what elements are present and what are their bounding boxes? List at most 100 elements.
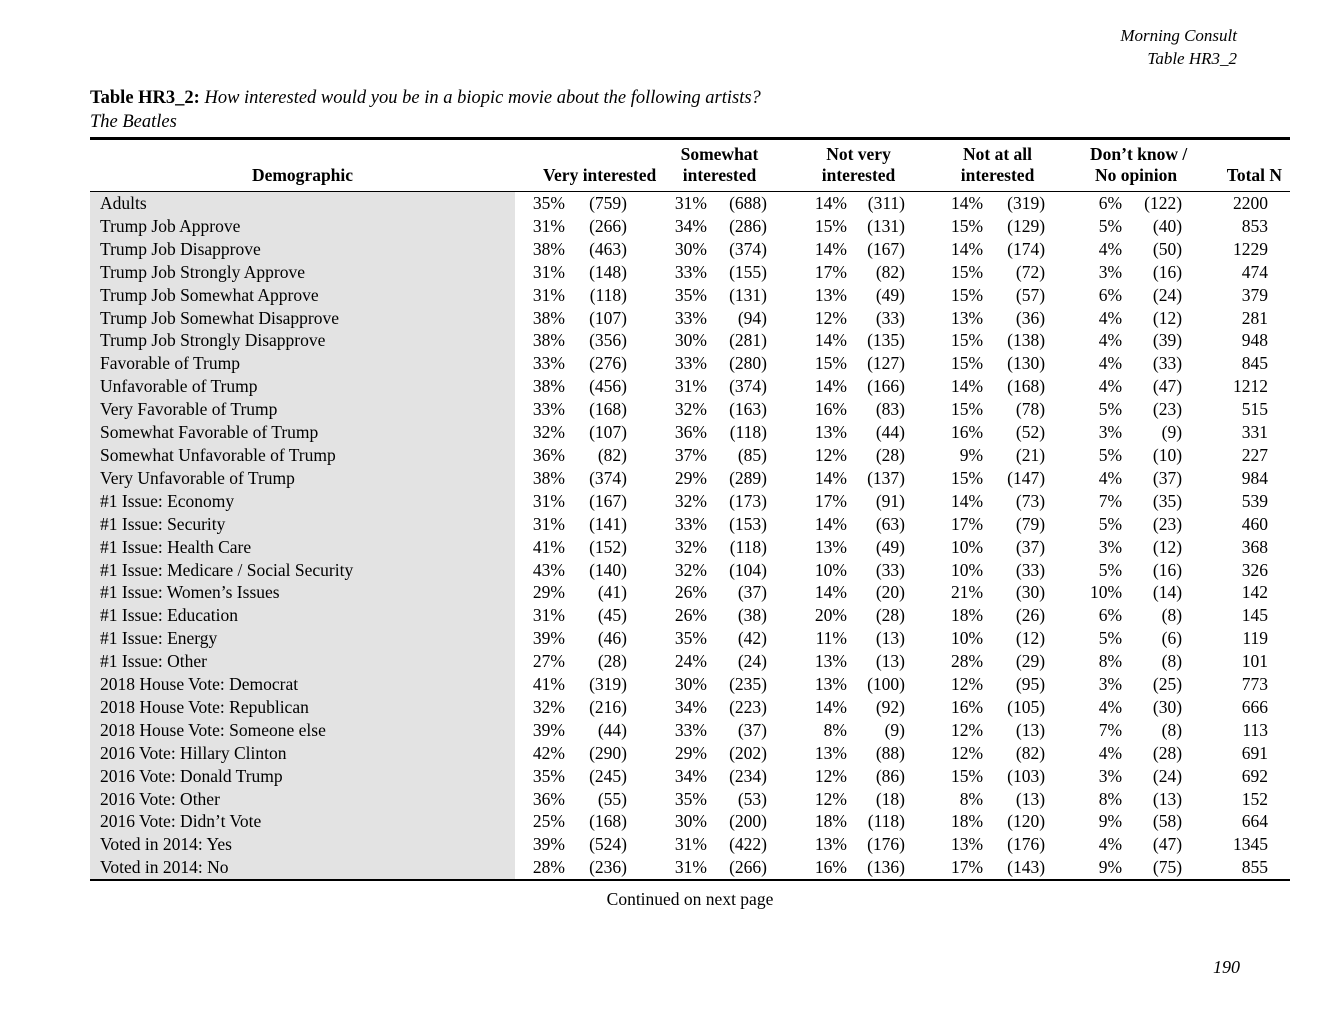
percent-cell: 7% bbox=[1098, 719, 1123, 740]
count-cell: (13) bbox=[1015, 719, 1046, 740]
percent-cell: 13% bbox=[950, 834, 984, 855]
percent-cell: 3% bbox=[1098, 261, 1123, 282]
table-row: Favorable of Trump 33% (276) 33% (280) 15% (12… bbox=[90, 352, 1290, 376]
count-cell: (374) bbox=[589, 467, 627, 488]
count-cell: (280) bbox=[729, 353, 767, 374]
percent-cell: 4% bbox=[1098, 376, 1123, 397]
count-cell: (95) bbox=[1015, 674, 1046, 695]
percent-cell: 31% bbox=[532, 513, 565, 534]
percent-cell: 4% bbox=[1098, 696, 1123, 717]
count-cell: (463) bbox=[589, 238, 627, 259]
count-cell: (24) bbox=[1152, 765, 1183, 786]
table-row: #1 Issue: Economy 31% (167) 32% (173) 17% (91)… bbox=[90, 489, 1290, 513]
col-header-somewhat-interested: Somewhat interested bbox=[627, 138, 767, 192]
count-cell: (9) bbox=[1161, 422, 1183, 443]
total-n-cell: 515 bbox=[1241, 399, 1269, 420]
demographic-cell: Trump Job Strongly Disapprove bbox=[90, 329, 515, 353]
count-cell: (163) bbox=[729, 399, 767, 420]
count-cell: (25) bbox=[1152, 674, 1183, 695]
percent-cell: 31% bbox=[674, 857, 707, 878]
header-row: Demographic Very interested Somewhat int… bbox=[90, 138, 1291, 192]
table-reference: Table HR3_2 bbox=[1147, 49, 1237, 68]
count-cell: (50) bbox=[1152, 238, 1183, 259]
demographic-cell: Very Favorable of Trump bbox=[90, 398, 515, 422]
percent-cell: 14% bbox=[814, 467, 847, 488]
percent-cell: 14% bbox=[814, 330, 847, 351]
percent-cell: 39% bbox=[532, 719, 565, 740]
percent-cell: 31% bbox=[532, 284, 565, 305]
count-cell: (73) bbox=[1015, 490, 1046, 511]
total-n-cell: 845 bbox=[1241, 353, 1269, 374]
percent-cell: 5% bbox=[1098, 399, 1123, 420]
count-cell: (281) bbox=[729, 330, 767, 351]
count-cell: (33) bbox=[875, 307, 906, 328]
total-n-cell: 948 bbox=[1241, 330, 1269, 351]
percent-cell: 5% bbox=[1098, 215, 1123, 236]
table-row: Voted in 2014: No 28% (236) 31% (266) 16% (136… bbox=[90, 856, 1290, 881]
table-label: Table HR3_2: bbox=[90, 88, 200, 108]
percent-cell: 39% bbox=[532, 628, 565, 649]
demographic-cell: 2018 House Vote: Someone else bbox=[90, 718, 515, 742]
demographic-cell: 2018 House Vote: Democrat bbox=[90, 673, 515, 696]
total-n-cell: 539 bbox=[1241, 490, 1269, 511]
percent-cell: 43% bbox=[532, 559, 565, 580]
percent-cell: 4% bbox=[1098, 238, 1123, 259]
count-cell: (118) bbox=[867, 811, 906, 832]
percent-cell: 6% bbox=[1098, 193, 1123, 213]
table-row: Trump Job Approve 31% (266) 34% (286) 15% (131… bbox=[90, 214, 1290, 238]
percent-cell: 15% bbox=[950, 261, 984, 282]
percent-cell: 4% bbox=[1098, 834, 1123, 855]
percent-cell: 14% bbox=[950, 193, 984, 213]
count-cell: (9) bbox=[884, 719, 906, 740]
count-cell: (23) bbox=[1152, 513, 1183, 534]
count-cell: (166) bbox=[867, 376, 906, 397]
count-cell: (141) bbox=[589, 513, 627, 534]
count-cell: (85) bbox=[737, 444, 767, 465]
count-cell: (21) bbox=[1015, 444, 1046, 465]
page-header: Morning Consult Table HR3_2 bbox=[1120, 24, 1237, 70]
count-cell: (88) bbox=[875, 742, 906, 763]
percent-cell: 3% bbox=[1098, 765, 1123, 786]
table-row: 2016 Vote: Donald Trump 35% (245) 34% (234) 1… bbox=[90, 764, 1290, 788]
percent-cell: 39% bbox=[532, 834, 565, 855]
count-cell: (6) bbox=[1161, 628, 1183, 649]
count-cell: (12) bbox=[1152, 307, 1183, 328]
table-row: Trump Job Somewhat Disapprove 38% (107) 33%… bbox=[90, 306, 1290, 330]
count-cell: (122) bbox=[1144, 193, 1183, 213]
percent-cell: 42% bbox=[532, 742, 565, 763]
percent-cell: 8% bbox=[959, 788, 984, 809]
percent-cell: 17% bbox=[950, 513, 984, 534]
count-cell: (120) bbox=[1007, 811, 1046, 832]
count-cell: (131) bbox=[867, 215, 906, 236]
count-cell: (72) bbox=[1015, 261, 1046, 282]
count-cell: (422) bbox=[729, 834, 767, 855]
count-cell: (236) bbox=[589, 857, 627, 878]
count-cell: (100) bbox=[867, 674, 906, 695]
percent-cell: 13% bbox=[950, 307, 984, 328]
count-cell: (107) bbox=[589, 307, 627, 328]
count-cell: (28) bbox=[875, 444, 906, 465]
count-cell: (311) bbox=[867, 193, 906, 213]
table-subject: The Beatles bbox=[90, 112, 177, 132]
col-header-text: Very interested bbox=[543, 165, 657, 185]
count-cell: (82) bbox=[875, 261, 906, 282]
count-cell: (12) bbox=[1015, 628, 1046, 649]
total-n-cell: 331 bbox=[1241, 422, 1269, 443]
count-cell: (44) bbox=[875, 422, 906, 443]
count-cell: (24) bbox=[737, 651, 767, 672]
count-cell: (57) bbox=[1015, 284, 1046, 305]
table-row: Somewhat Unfavorable of Trump 36% (82) 37% (… bbox=[90, 443, 1290, 467]
percent-cell: 5% bbox=[1098, 559, 1123, 580]
percent-cell: 4% bbox=[1098, 307, 1123, 328]
count-cell: (13) bbox=[875, 651, 906, 672]
total-n-cell: 281 bbox=[1241, 307, 1269, 328]
total-n-cell: 853 bbox=[1241, 215, 1269, 236]
count-cell: (33) bbox=[875, 559, 906, 580]
count-cell: (147) bbox=[1007, 467, 1046, 488]
percent-cell: 31% bbox=[532, 215, 565, 236]
table-row: Trump Job Disapprove 38% (463) 30% (374) 14% (… bbox=[90, 237, 1290, 261]
percent-cell: 30% bbox=[674, 330, 707, 351]
percent-cell: 15% bbox=[950, 215, 984, 236]
count-cell: (105) bbox=[1007, 696, 1046, 717]
percent-cell: 29% bbox=[674, 742, 707, 763]
